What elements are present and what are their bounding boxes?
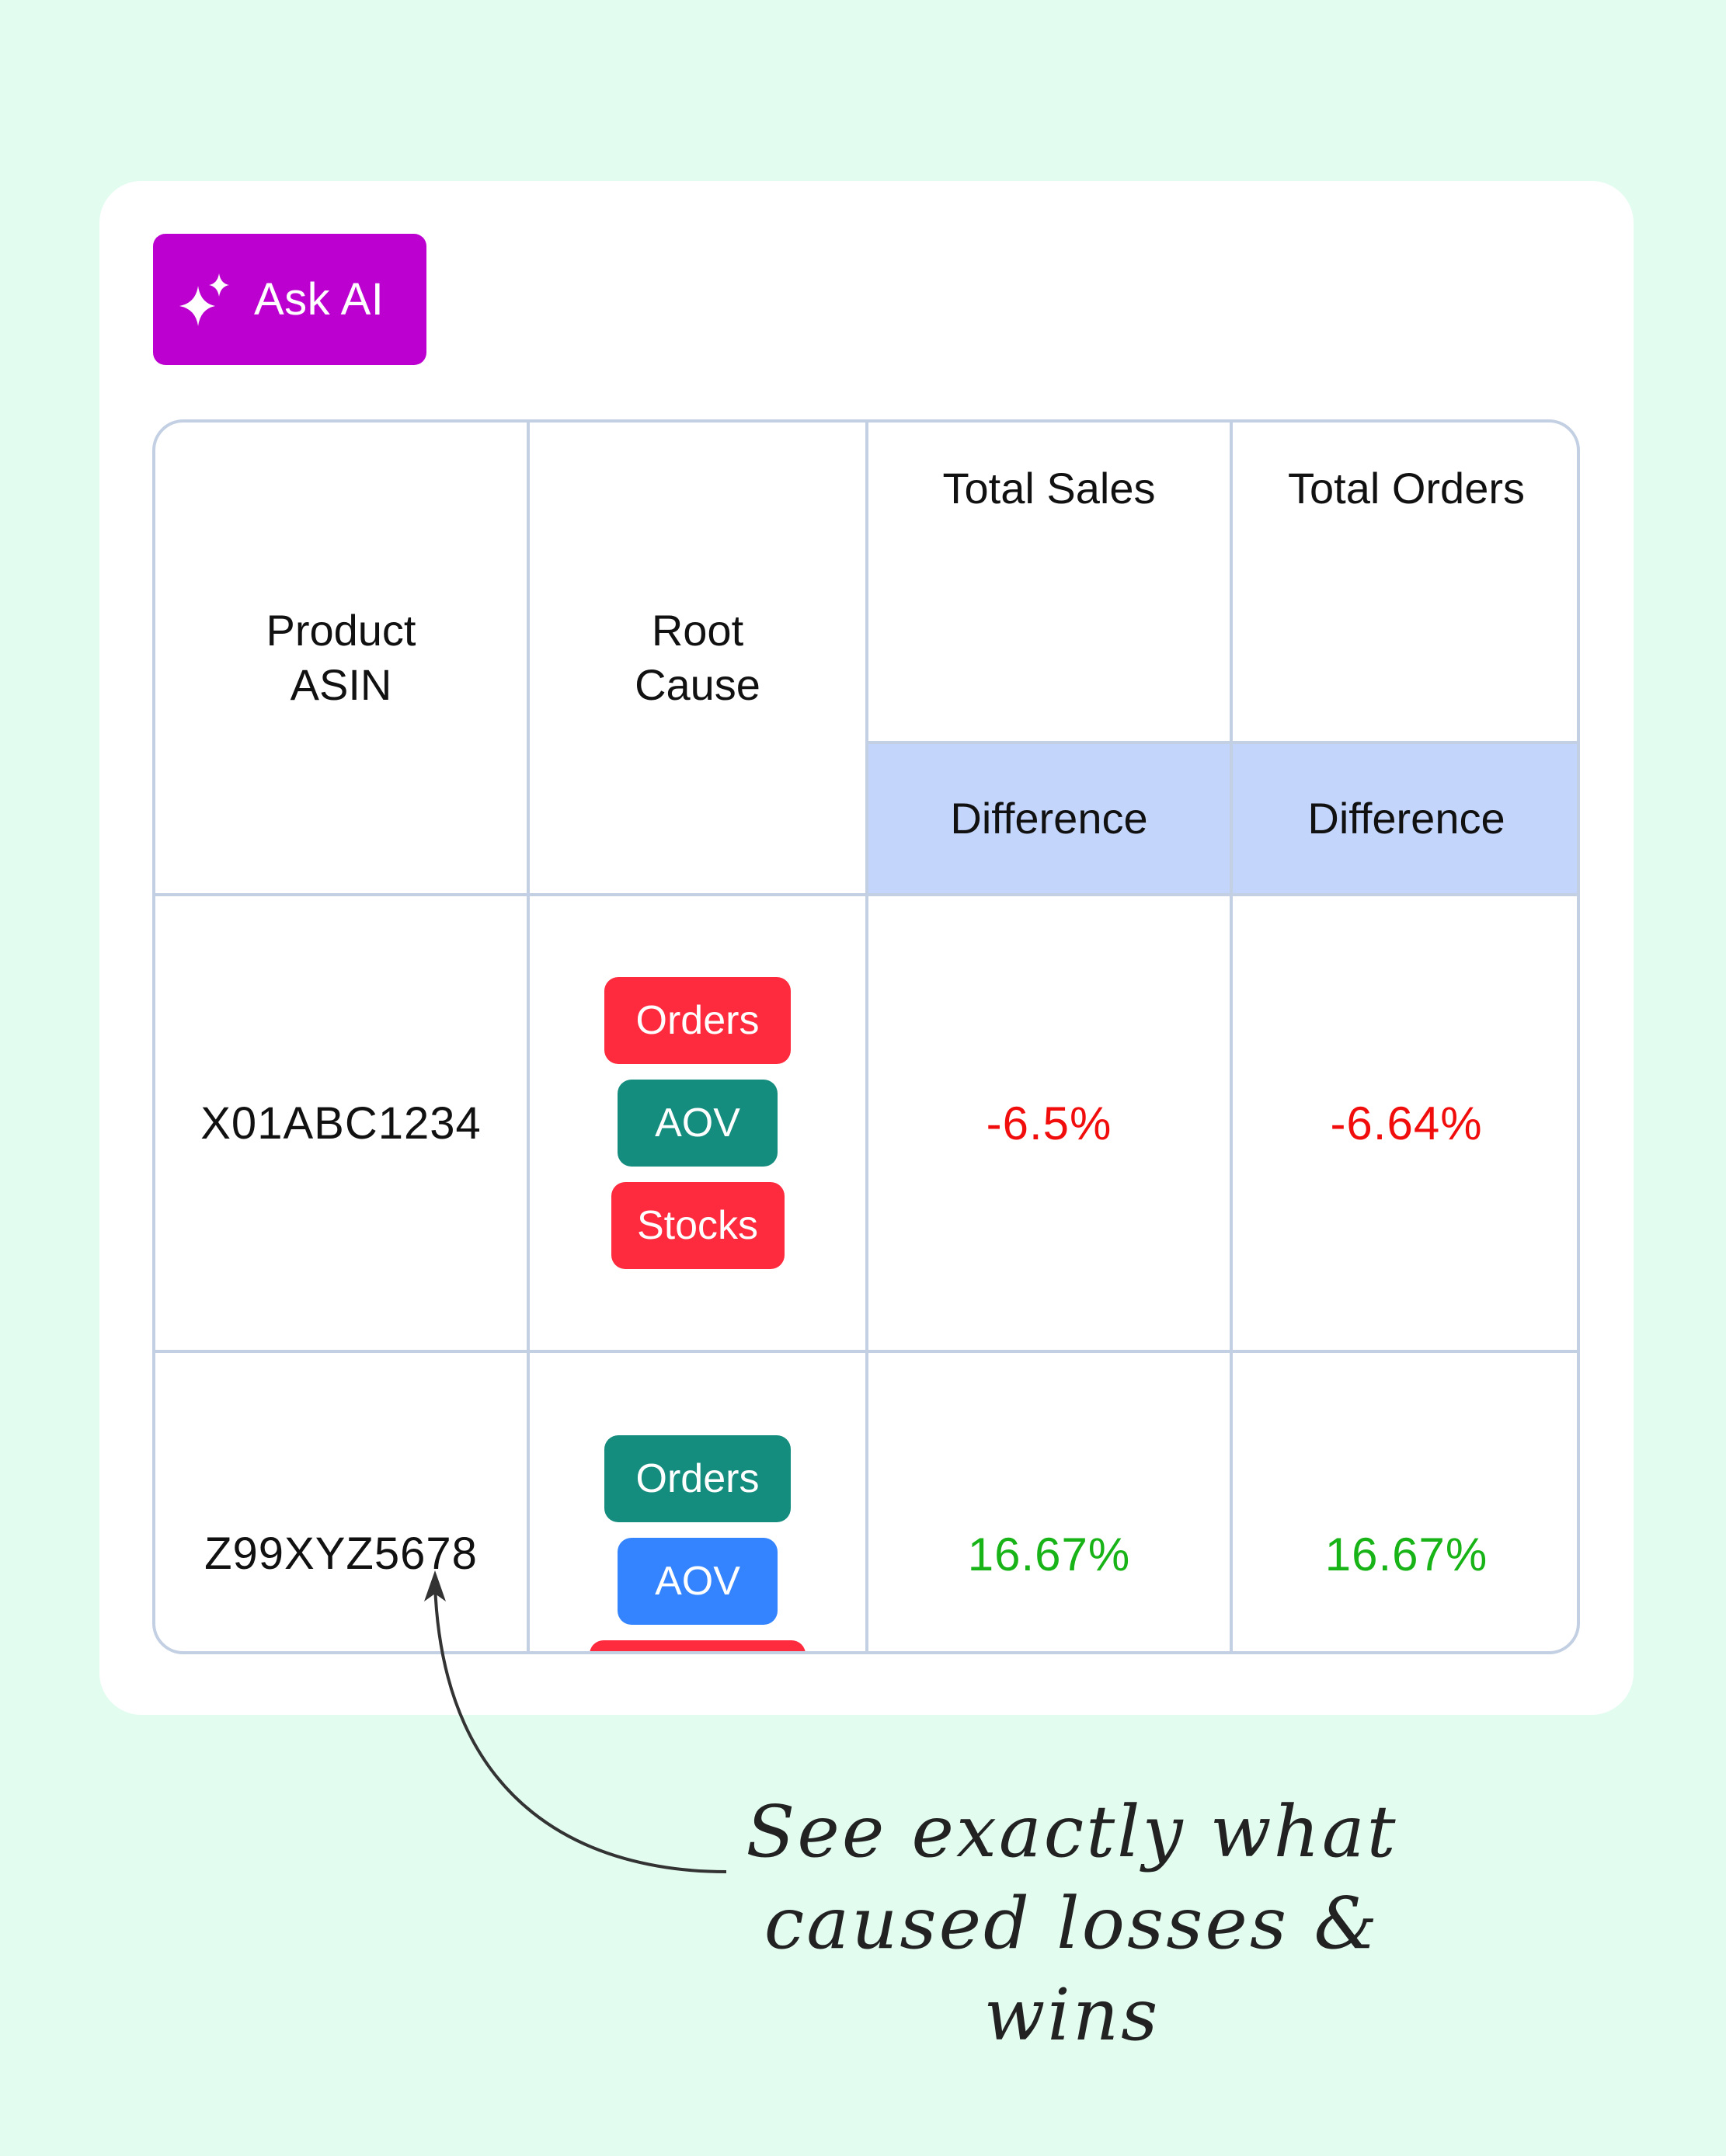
header-bottom-divider xyxy=(155,893,1577,896)
table-row-1-root-causes: Orders AOV Stocks xyxy=(530,896,865,1350)
header-orders-difference: Difference xyxy=(1307,794,1505,843)
root-cause-badge[interactable]: Stocks xyxy=(611,1182,785,1269)
header-total-sales: Total Sales xyxy=(942,464,1156,513)
header-split-divider xyxy=(868,741,1577,744)
table-row-1-asin: X01ABC1234 xyxy=(200,1097,482,1149)
column-divider xyxy=(1230,423,1233,1651)
table-row-1-sales-difference: -6.5% xyxy=(986,1097,1112,1149)
ask-ai-button[interactable]: Ask AI xyxy=(153,234,426,365)
root-cause-table: Product ASIN Root Cause Total Sales Tota… xyxy=(152,419,1580,1654)
annotation-caption: See exactly what caused losses & wins xyxy=(746,1790,1398,2057)
table-row-2-sales-difference: 16.67% xyxy=(967,1528,1131,1580)
root-cause-badge[interactable]: AOV xyxy=(618,1538,778,1625)
root-cause-badge[interactable]: Organic xyxy=(590,1640,806,1651)
sparkles-icon xyxy=(179,273,229,326)
header-total-orders: Total Orders xyxy=(1288,464,1525,513)
difference-header-bg xyxy=(868,744,1577,896)
header-root-cause: Root Cause xyxy=(635,606,760,709)
column-divider xyxy=(527,423,530,1651)
root-cause-badge[interactable]: AOV xyxy=(618,1080,778,1167)
row-divider xyxy=(155,1350,1577,1353)
table-row-2-orders-difference: 16.67% xyxy=(1324,1528,1488,1580)
root-cause-badge[interactable]: Orders xyxy=(604,977,791,1064)
column-divider xyxy=(865,423,868,1651)
root-cause-badge[interactable]: Orders xyxy=(604,1435,791,1522)
header-product-asin: Product ASIN xyxy=(266,606,416,709)
table-row-1-orders-difference: -6.64% xyxy=(1330,1097,1483,1149)
main-card: Ask AI Product ASIN Root Cause Total Sal… xyxy=(99,181,1634,1715)
ask-ai-label: Ask AI xyxy=(254,274,385,325)
table-row-2-asin: Z99XYZ5678 xyxy=(204,1528,478,1579)
header-sales-difference: Difference xyxy=(950,794,1148,843)
table-row-2-root-causes: Orders AOV Organic xyxy=(530,1353,865,1651)
